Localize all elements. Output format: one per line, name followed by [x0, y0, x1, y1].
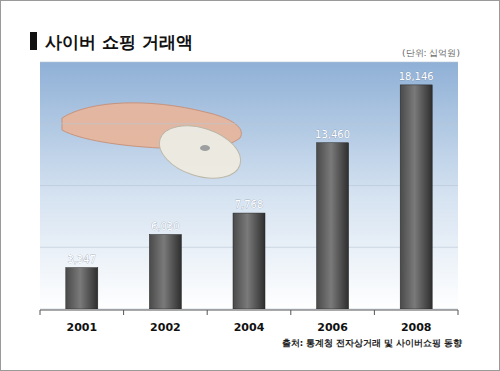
title: 사이버 쇼핑 거래액: [45, 32, 193, 52]
x-axis: [40, 310, 458, 311]
grid-line: [40, 62, 458, 63]
x-tick-separator: [123, 310, 124, 315]
x-tick-separator: [374, 310, 375, 315]
x-tick-label: 2008: [401, 321, 432, 334]
x-tick-separator: [40, 310, 41, 315]
grid-line: [40, 123, 458, 124]
mouse-illustration: [62, 103, 247, 188]
frame: [1, 1, 500, 371]
data-label: 18,146: [399, 71, 434, 82]
x-tick-separator: [207, 310, 208, 315]
title-marker: [30, 32, 37, 50]
x-tick-separator: [290, 310, 291, 315]
unit-label: (단위: 십억원): [402, 48, 460, 58]
x-tick-separator: [458, 310, 459, 315]
chart: 3,347 6,030 7,768 13,460 18,146 2001 2002 2004 2…: [0, 0, 500, 371]
bar: [233, 213, 265, 309]
bars: [66, 85, 432, 309]
source-note: 출처: 통계청 전자상거래 및 사이버쇼핑 동향: [282, 338, 462, 348]
data-label: 7,768: [235, 199, 264, 210]
data-label: 13,460: [315, 129, 350, 140]
x-tick-label: 2002: [150, 321, 181, 334]
bar: [317, 143, 349, 309]
x-tick-label: 2004: [234, 321, 265, 334]
data-label: 3,347: [67, 254, 96, 265]
plot-background: [40, 62, 458, 309]
grid-line: [40, 185, 458, 186]
x-tick-label: 2001: [66, 321, 97, 334]
x-tick-label: 2006: [317, 321, 348, 334]
bar: [400, 85, 432, 309]
bar: [149, 235, 181, 309]
data-label: 6,030: [151, 221, 180, 232]
bar: [66, 268, 98, 309]
